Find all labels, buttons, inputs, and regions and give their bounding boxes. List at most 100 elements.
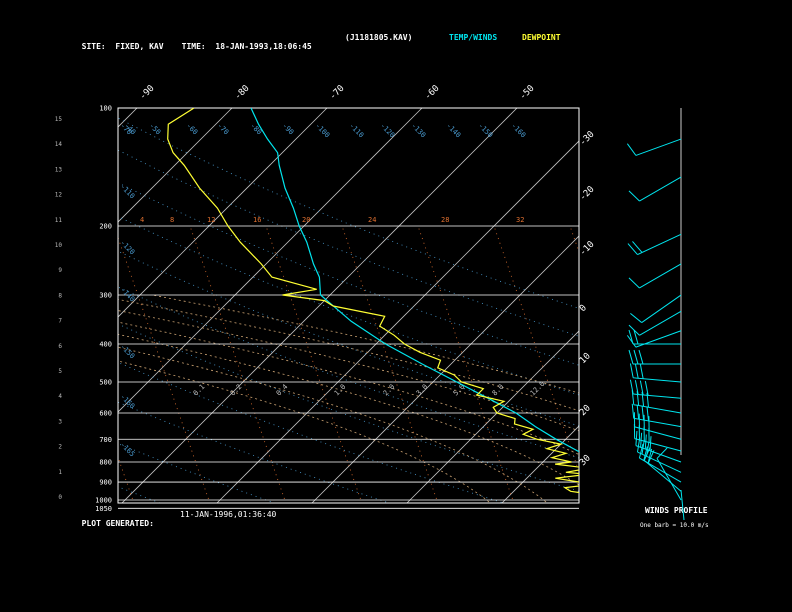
wind-barb-feather	[633, 329, 639, 345]
theta-label: -110	[348, 122, 366, 140]
wind-barb-feather	[628, 277, 640, 289]
height-tick-label: 7	[58, 318, 62, 325]
mixing-ratio-line	[646, 226, 744, 508]
mixing-ratio-low-label: 0.1	[192, 383, 207, 398]
mixing-ratio-label: 4	[140, 216, 144, 224]
mixing-ratio-label: 12	[207, 216, 215, 224]
wind-barb-shaft	[635, 445, 682, 463]
wind-barb-shaft	[633, 393, 682, 399]
pressure-tick-label: 200	[99, 223, 112, 231]
height-tick-label: 10	[55, 242, 63, 249]
temperature-right-tick-label: 30	[578, 453, 593, 468]
wind-barb-feather	[626, 143, 637, 156]
theta-left-label: -140	[119, 286, 137, 304]
dry-adiabat-line	[118, 149, 579, 337]
moist-adiabat-line	[118, 346, 549, 503]
dry-adiabat-line	[118, 362, 506, 503]
pressure-tick-label: 800	[99, 459, 112, 467]
pressure-tick-label: 600	[99, 410, 112, 418]
isotherm-line	[0, 108, 42, 508]
isotherm-line	[118, 108, 328, 318]
time-value: 18-JAN-1993,18:06:45	[215, 42, 312, 51]
wind-barb-shaft	[641, 294, 682, 323]
wind-barb-feather	[643, 446, 648, 461]
dry-adiabat-line	[118, 323, 579, 492]
wind-barb-feather	[638, 349, 644, 365]
wind-barb-feather	[630, 313, 642, 323]
height-tick-label: 8	[58, 292, 62, 299]
wind-barb-feather	[634, 380, 639, 395]
temperature-right-tick-label: 0	[578, 303, 589, 314]
chart-frame	[117, 107, 580, 509]
wind-barb-shaft	[643, 460, 682, 492]
wind-barb-feather	[628, 349, 634, 365]
isotherm-line	[501, 425, 579, 503]
pressure-tick-label: 1000	[95, 497, 112, 505]
wind-barb-feather	[646, 441, 650, 457]
temperature-right-tick-label: -20	[578, 185, 597, 204]
theta-label: -140	[445, 122, 463, 140]
height-tick-label: 4	[58, 393, 62, 400]
wind-barb-feather	[627, 243, 638, 255]
theta-label: -50	[148, 122, 163, 137]
wind-barb-feather	[646, 406, 649, 421]
wind-barb-feather	[639, 364, 644, 379]
pressure-tick-label: 700	[99, 436, 112, 444]
theta-label: -100	[314, 122, 332, 140]
mixing-ratio-line	[189, 225, 287, 503]
dry-adiabat-line	[118, 286, 579, 459]
wind-profile-panel	[626, 108, 685, 521]
wind-barb-shaft	[639, 176, 682, 202]
theta-label: -160	[510, 122, 528, 140]
wind-barb-shaft	[637, 233, 682, 256]
moist-adiabat-line	[118, 360, 492, 503]
isotherm-line	[592, 108, 792, 508]
wind-barb-feather	[647, 450, 655, 464]
theta-left-label: -120	[119, 239, 137, 257]
temperature-top-tick-label: -70	[328, 84, 347, 103]
temperature-right-tick-label: -30	[578, 130, 597, 149]
height-tick-label: 13	[55, 166, 63, 173]
height-tick-label: 3	[58, 418, 62, 425]
mixing-ratio-low-label: 3.0	[415, 383, 430, 398]
file-id: (J1181805.KAV)	[345, 33, 413, 42]
wind-barb-shaft	[639, 310, 682, 336]
dry-adiabat-line	[118, 486, 162, 503]
isotherm-line	[118, 108, 423, 413]
wind-barb-feather	[633, 349, 639, 365]
plot-generated-value: 11-JAN-1996,01:36:40	[180, 510, 277, 519]
wind-barb-feather	[649, 436, 652, 451]
wind-barb-shaft	[633, 417, 682, 428]
chart-background-lines	[0, 108, 792, 508]
wind-barb-shaft	[639, 457, 682, 483]
wind-barb-feather	[634, 363, 639, 379]
pressure-tick-label: 900	[99, 479, 112, 487]
legend-dewpoint: DEWPOINT	[522, 33, 561, 42]
height-tick-label: 15	[55, 116, 63, 123]
wind-barb-feather	[641, 439, 645, 455]
height-tick-label: 1	[58, 469, 62, 476]
dry-adiabat-line	[118, 216, 579, 396]
temperature-top-tick-label: -80	[233, 84, 252, 103]
height-tick-label: 12	[55, 192, 63, 199]
wind-barb-feather	[639, 380, 644, 396]
legend-temp-winds: TEMP/WINDS	[449, 33, 498, 42]
plot-generated-label: PLOT GENERATED:	[81, 519, 154, 528]
isotherm-line	[311, 235, 579, 503]
theta-label: -130	[410, 122, 428, 140]
dewpoint-profile-line	[167, 108, 579, 494]
mixing-ratio-label: 28	[441, 216, 449, 224]
wind-barb-shaft	[639, 263, 682, 289]
pressure-tick-label: 400	[99, 341, 112, 349]
wind-barb-feather	[656, 447, 668, 459]
mixing-ratio-low-label: 12.0	[529, 380, 547, 398]
temperature-right-tick-label: 10	[578, 351, 593, 366]
height-tick-label: 9	[58, 267, 62, 274]
wind-barb-shaft	[633, 404, 682, 414]
moist-adiabat-line	[118, 333, 579, 486]
plot-frame	[117, 107, 580, 504]
wind-profile-title: WINDS PROFILE	[645, 506, 708, 515]
height-tick-label: 5	[58, 368, 62, 375]
theta-left-label: -150	[119, 343, 137, 361]
isotherm-line	[216, 140, 579, 503]
